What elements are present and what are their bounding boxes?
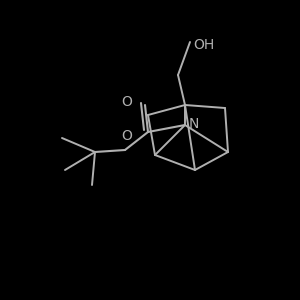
Text: O: O [122, 129, 132, 143]
Text: O: O [122, 95, 132, 109]
Text: N: N [189, 117, 200, 131]
Text: OH: OH [193, 38, 214, 52]
